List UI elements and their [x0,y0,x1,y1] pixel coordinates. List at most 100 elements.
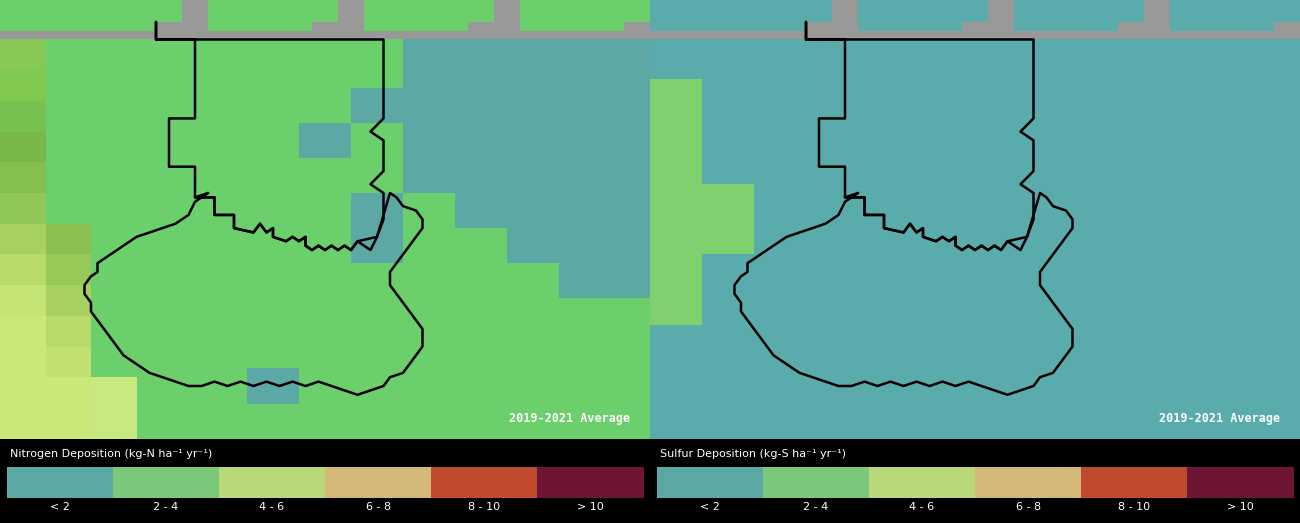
Bar [1014,0,1066,31]
Bar [702,219,754,254]
Bar [312,0,338,22]
Bar [858,0,910,31]
Bar [299,123,351,158]
Bar [364,0,416,39]
Bar [537,468,644,498]
Bar [1118,0,1144,22]
Bar [910,0,962,31]
Text: 2019-2021 Average: 2019-2021 Average [1160,413,1280,426]
Bar [1118,0,1170,39]
Bar [247,369,299,404]
Bar [702,0,754,31]
Text: 2019-2021 Average: 2019-2021 Average [510,413,630,426]
Bar [962,0,988,22]
Bar [507,158,559,193]
Bar [455,18,507,53]
Bar [559,193,611,228]
Bar [403,53,455,88]
Bar [572,0,624,31]
Bar [650,0,702,39]
Bar [0,224,46,254]
Bar [507,18,559,53]
Bar [0,101,46,132]
Bar [0,193,46,224]
Bar [455,228,507,263]
Bar [0,0,650,39]
Bar [624,0,676,39]
Bar [91,377,136,408]
Bar [611,18,650,53]
Bar [364,0,416,31]
Bar [1014,0,1066,39]
Bar [962,0,1014,39]
Bar [507,88,559,123]
Bar [468,0,520,39]
Bar [559,88,611,123]
Bar [52,0,104,31]
Bar [455,158,507,193]
Text: Nitrogen Deposition (kg-N ha⁻¹ yr⁻¹): Nitrogen Deposition (kg-N ha⁻¹ yr⁻¹) [10,449,212,459]
Bar [351,88,403,123]
Bar [52,0,104,39]
Bar [611,123,650,158]
Bar [572,0,624,39]
Bar [650,0,1300,39]
Bar [1082,468,1187,498]
Bar [6,468,113,498]
Bar [754,0,806,31]
Bar [656,468,763,498]
Bar [806,0,858,39]
Bar [910,0,962,31]
Bar [650,0,702,31]
Bar [754,0,806,31]
Bar [650,79,702,114]
Bar [432,468,537,498]
Bar [868,468,975,498]
Bar [46,377,91,408]
Bar [1274,0,1300,39]
Bar [0,162,46,193]
Bar [260,0,312,31]
Bar [0,377,46,408]
Bar [0,0,52,39]
Bar [520,0,572,39]
Bar [806,0,832,22]
Bar [113,468,218,498]
Bar [763,468,868,498]
Bar [507,193,559,228]
Bar [962,0,988,22]
Bar [559,53,611,88]
Bar [559,263,611,298]
Text: > 10: > 10 [577,502,603,512]
Bar [0,39,46,70]
Bar [1274,0,1300,22]
Bar [455,263,507,298]
Bar [156,0,208,39]
Bar [351,228,403,263]
Bar [104,0,156,39]
Text: 6 - 8: 6 - 8 [365,502,390,512]
Bar [650,184,702,219]
Bar [0,132,46,162]
Bar [1274,0,1300,22]
Bar [455,123,507,158]
Bar [468,0,494,22]
Bar [650,290,702,325]
Text: > 10: > 10 [1227,502,1253,512]
Text: 4 - 6: 4 - 6 [910,502,935,512]
Bar [702,0,754,31]
Bar [156,0,182,22]
Bar [1014,0,1066,31]
Bar [46,347,91,377]
Bar [416,0,468,39]
Bar [403,263,455,298]
Bar [624,0,650,22]
Bar [650,0,702,31]
Bar [507,228,559,263]
Bar [351,193,403,228]
Bar [507,53,559,88]
Bar [208,0,260,31]
Bar [611,158,650,193]
Bar [1187,468,1294,498]
Bar [46,316,91,347]
